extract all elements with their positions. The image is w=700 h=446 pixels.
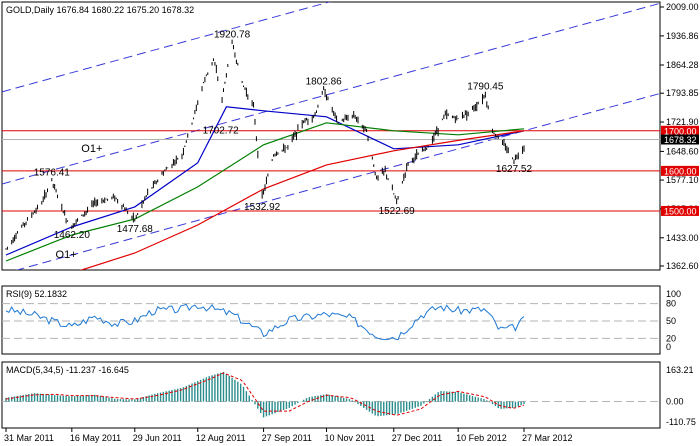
x-tick-label: 29 Jun 2011: [133, 433, 182, 443]
price-annotation: 1462.20: [54, 230, 91, 241]
price-annotation: 1522.69: [379, 206, 416, 217]
price-annotation: O1+: [56, 249, 77, 261]
rsi-line: [5, 303, 525, 341]
y-tick-label: 1864.28: [666, 60, 699, 70]
x-tick-label: 27 Mar 2012: [522, 433, 573, 443]
macd-tick-label: 163.21: [666, 365, 694, 375]
rsi-header: RSI(9) 52.1832: [6, 289, 67, 299]
price-annotation: 1920.78: [214, 29, 251, 40]
macd-signal-line: [5, 372, 525, 416]
price-plot: 1920.78 1802.86 1790.45 1702.72 1576.41 1627.…: [2, 2, 660, 270]
macd-histogram: [5, 371, 525, 418]
level-tag-label: 1700.00: [664, 126, 697, 136]
x-tick-label: 12 Aug 2011: [196, 433, 246, 443]
level-tag-label: 1600.00: [664, 166, 697, 176]
moving-average-line: [5, 106, 525, 256]
y-tick-label: 1648.60: [666, 146, 699, 156]
x-tick-label: 27 Sep 2011: [262, 433, 312, 443]
macd-tick-label: -110.75: [666, 417, 696, 427]
y-tick-label: 1793.85: [666, 88, 699, 98]
macd-tick-label: 0.00: [666, 397, 684, 407]
price-plot-area: 1920.78 1802.86 1790.45 1702.72 1576.41 1627.…: [2, 2, 660, 270]
rsi-tick-label: 0: [666, 342, 671, 352]
price-annotation: 1576.41: [34, 167, 71, 178]
x-tick-label: 27 Dec 2011: [392, 433, 442, 443]
price-header: GOLD,Daily 1676.84 1680.22 1675.20 1678.…: [6, 5, 194, 15]
y-tick-label: 2009.00: [666, 2, 699, 12]
rsi-panel: [1, 285, 661, 355]
rsi-tick-label: 20: [666, 333, 676, 343]
x-tick-label: 16 May 2011: [70, 433, 121, 443]
moving-average-line: [79, 130, 525, 270]
y-tick-label: 1577.10: [666, 175, 699, 185]
price-annotation: 1477.68: [117, 224, 154, 235]
level-tag: [661, 125, 699, 136]
macd-header: MACD(5,34,5) -11.237 -16.645: [6, 365, 129, 375]
price-annotation: 1790.45: [467, 82, 504, 93]
price-annotation: O1+: [81, 143, 102, 155]
macd-plot: [2, 371, 660, 418]
y-tick-label: 1721.90: [666, 117, 699, 127]
x-tick-label: 10 Nov 2011: [325, 433, 375, 443]
channel-line: [2, 2, 332, 93]
macd-panel: [1, 361, 661, 429]
level-tag: [661, 134, 699, 145]
y-tick-label: 1362.60: [666, 261, 699, 271]
level-tag: [661, 165, 699, 176]
price-annotation: 1532.92: [244, 202, 281, 213]
price-annotation: 1702.72: [203, 126, 240, 137]
rsi-tick-label: 100: [666, 289, 681, 299]
level-tag: [661, 205, 699, 216]
rsi-tick-label: 50: [666, 316, 676, 326]
level-tag-label: 1500.00: [664, 206, 697, 216]
rsi-plot: [2, 303, 660, 341]
price-annotation: 1802.86: [306, 77, 343, 88]
axes: 2009.00 1936.86 1864.28 1793.85 1721.90 1648.…: [4, 2, 699, 443]
price-bars: [5, 39, 525, 250]
channel-line: [15, 92, 660, 270]
price-annotation: 1627.52: [496, 164, 533, 175]
rsi-tick-label: 80: [666, 299, 676, 309]
y-tick-label: 1936.86: [666, 31, 699, 41]
x-tick-label: 31 Mar 2011: [4, 433, 54, 443]
y-tick-label: 1433.00: [666, 233, 699, 243]
channel-line: [2, 2, 660, 185]
level-tag-label: 1678.32: [664, 135, 697, 145]
x-tick-label: 10 Feb 2012: [456, 433, 507, 443]
price-panel: [1, 1, 661, 271]
